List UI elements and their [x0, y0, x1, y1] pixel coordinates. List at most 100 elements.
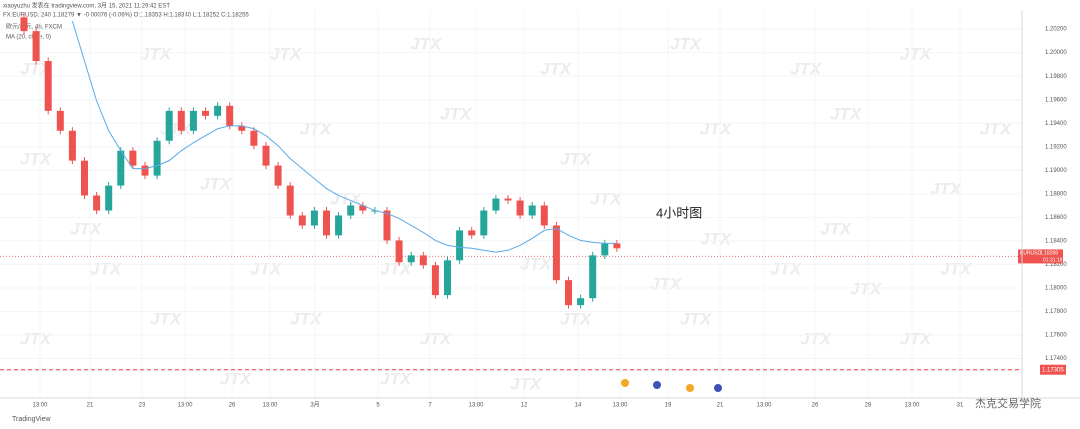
watermark: JTX: [770, 259, 803, 278]
watermark: JTX: [140, 44, 173, 63]
ma-line: [71, 20, 617, 253]
watermark: JTX: [800, 329, 833, 348]
x-tick-label: 26: [229, 403, 236, 409]
candle-body: [262, 145, 270, 166]
x-tick-label: 19: [665, 403, 672, 409]
event-icons: [621, 379, 722, 392]
x-tick-label: 23: [139, 403, 146, 409]
candle-body: [516, 200, 524, 216]
watermark: JTX: [150, 309, 183, 328]
level-label-value: 1.17305: [1042, 367, 1064, 373]
watermark: JTX: [560, 149, 593, 168]
annotation: 4小时图: [656, 205, 702, 220]
watermark: JTX: [20, 59, 53, 78]
candle-body: [383, 210, 391, 241]
y-tick-label: 1.17400: [1045, 356, 1067, 362]
watermark: JTX: [930, 179, 963, 198]
watermark: JTX: [900, 44, 933, 63]
candle-body: [310, 210, 318, 226]
watermark: JTX: [20, 329, 53, 348]
candle-body: [407, 255, 415, 263]
x-tick-label: 3月: [310, 402, 319, 409]
candle-body: [189, 110, 197, 131]
y-tick-label: 1.19400: [1045, 121, 1067, 127]
x-tick-label: 28: [865, 403, 872, 409]
candle-body: [286, 185, 294, 216]
candle-body: [165, 110, 173, 141]
footer-credit: 杰克交易学院: [975, 396, 1041, 410]
x-tick-label: 21: [87, 403, 94, 409]
candle-body: [250, 130, 258, 146]
watermark: JTX: [790, 59, 823, 78]
candle-body: [468, 230, 476, 236]
watermark: JTX: [900, 329, 933, 348]
x-tick-label: 21: [717, 403, 724, 409]
candle-body: [81, 160, 88, 196]
candle-body: [32, 31, 40, 61]
x-tick-label: 7: [428, 403, 432, 409]
watermark: JTX: [830, 104, 863, 123]
watermark: JTX: [380, 369, 413, 388]
watermark: JTX: [270, 44, 303, 63]
candle-body: [202, 110, 209, 116]
x-tick-label: 13:00: [468, 403, 484, 409]
candle-body: [577, 298, 585, 306]
y-tick-label: 1.18000: [1045, 286, 1067, 292]
watermark: JTX: [200, 174, 233, 193]
candle-body: [552, 225, 560, 281]
candle-body: [44, 61, 52, 111]
candle-body: [504, 198, 512, 201]
watermark: JTX: [90, 259, 123, 278]
candle-body: [20, 17, 28, 32]
y-tick-label: 1.17800: [1045, 309, 1067, 315]
watermark: JTX: [70, 219, 103, 238]
level-label-box: [1040, 364, 1066, 375]
legend-symbol: 欧元/美元, 4h, FXCM: [6, 23, 62, 31]
watermark: JTX: [670, 34, 703, 53]
watermark: JTX: [820, 219, 853, 238]
candle-body: [589, 255, 597, 299]
price-label-symbol: EURUSD: [1020, 251, 1042, 257]
candle-body: [540, 205, 548, 226]
x-tick-label: 31: [957, 403, 964, 409]
candle-body: [141, 165, 149, 176]
watermark: JTX: [300, 119, 333, 138]
footer-logo: TradingView: [12, 416, 51, 423]
candle-body: [335, 215, 343, 236]
candle-body: [105, 185, 113, 211]
watermark: JTX: [250, 259, 283, 278]
candle-body: [56, 110, 64, 131]
x-tick-label: 14: [575, 403, 582, 409]
y-tick-label: 1.17600: [1045, 333, 1067, 339]
candle-body: [347, 205, 355, 216]
price-label-value: 1.18268: [1040, 251, 1058, 257]
candle-body: [565, 280, 572, 306]
watermark: JTX: [850, 279, 883, 298]
candle-body: [238, 125, 246, 131]
watermark: JTX: [410, 34, 443, 53]
watermark: JTX: [380, 259, 413, 278]
legend-ma: MA (20, close, 0): [6, 35, 51, 41]
watermark: JTX: [220, 369, 253, 388]
y-tick-label: 1.20000: [1045, 50, 1067, 56]
candle-body: [395, 240, 403, 263]
price-label-box: [1018, 249, 1063, 264]
candle-body: [601, 243, 609, 256]
candle-body: [298, 215, 306, 226]
candle-body: [613, 243, 621, 249]
y-tick-label: 1.19600: [1045, 97, 1067, 103]
watermark: JTX: [980, 119, 1013, 138]
x-tick-label: 13:00: [177, 403, 193, 409]
candle-body: [444, 260, 451, 296]
candle-body: [214, 105, 222, 116]
x-tick-label: 26: [812, 403, 819, 409]
watermark: JTX: [700, 119, 733, 138]
candle-body: [177, 110, 185, 131]
y-tick-label: 1.18600: [1045, 215, 1067, 221]
candle-body: [492, 198, 500, 211]
x-tick-label: 5: [376, 403, 380, 409]
x-tick-label: 13:00: [612, 403, 628, 409]
y-tick-label: 1.18400: [1045, 238, 1067, 244]
